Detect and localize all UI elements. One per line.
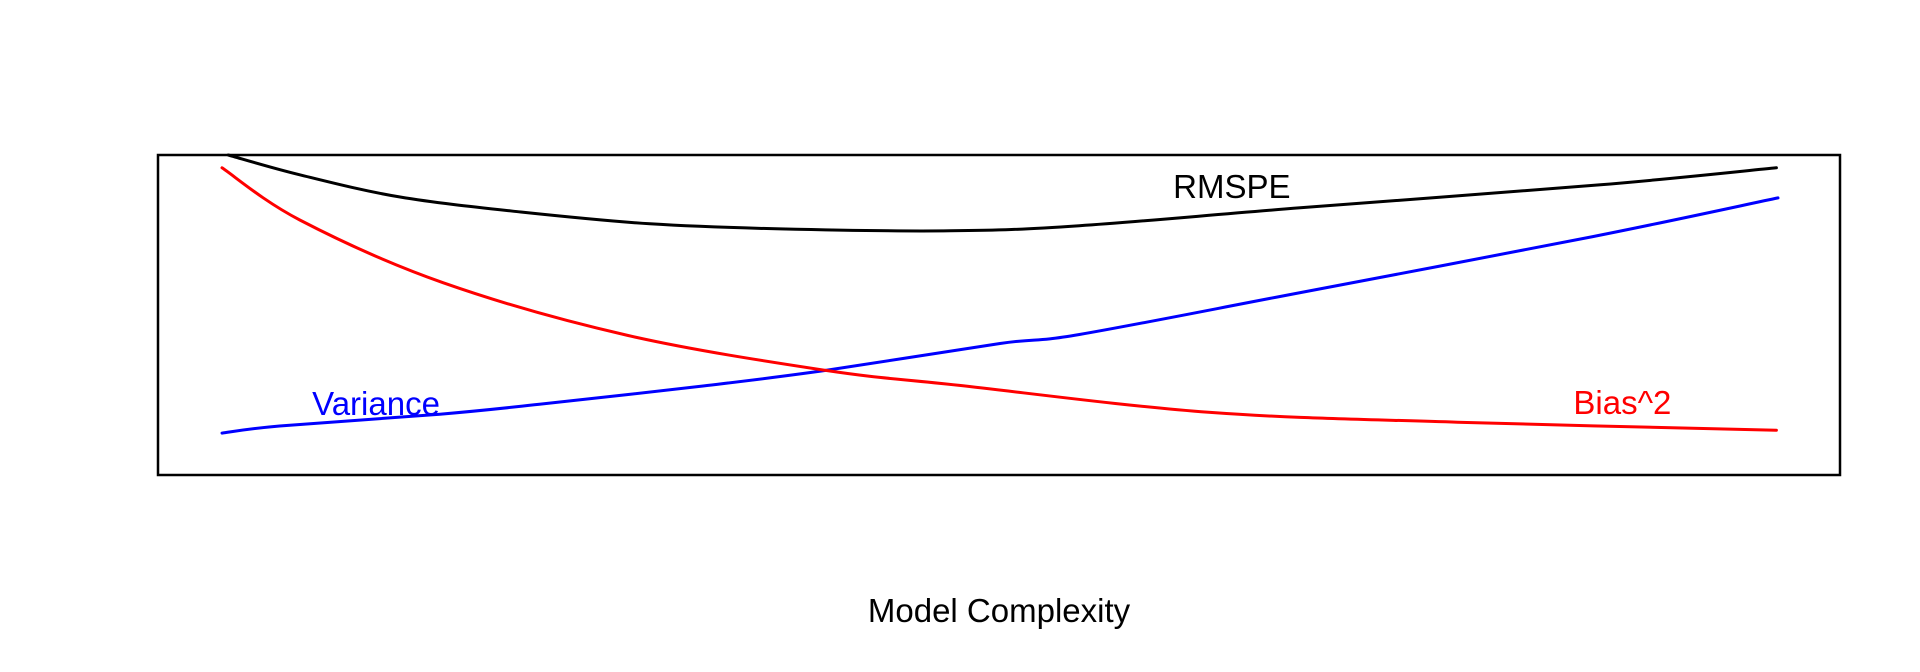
x-axis-label: Model Complexity: [867, 592, 1131, 629]
bias-squared-curve: [220, 166, 1778, 432]
bias-squared-curve-label: Bias^2: [1573, 384, 1672, 422]
variance-curve-label: Variance: [312, 385, 440, 423]
rmspe-curve: [226, 153, 1778, 233]
rmspe-curve-label: RMSPE: [1173, 167, 1291, 205]
plot-box-frame: [156, 153, 1842, 477]
variance-curve: [220, 196, 1780, 435]
